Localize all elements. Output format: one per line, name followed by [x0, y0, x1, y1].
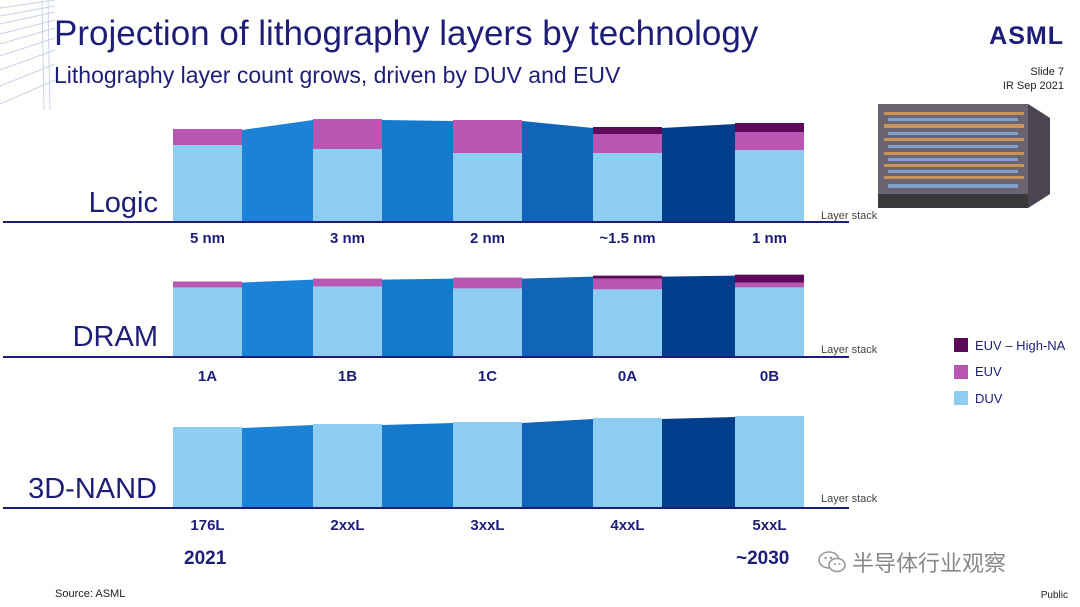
connector-band-dram-3	[522, 276, 593, 356]
connector-band-3d-nand-4	[662, 417, 735, 507]
bar-logic-1-5-nm-euv-high-na	[593, 127, 662, 134]
bar-logic-1-5-nm-euv	[593, 134, 662, 153]
bar-3d-nand-4xxl-duv	[593, 418, 662, 507]
bar-3d-nand-176l-duv	[173, 427, 242, 507]
axis-label-logic: Layer stack	[821, 210, 878, 222]
axis-label-dram: Layer stack	[821, 344, 878, 356]
legend-item-euv-high-na: EUV – High-NA	[954, 332, 1065, 359]
tick-label-dram-1c: 1C	[478, 368, 497, 385]
connector-band-3d-nand-3	[522, 419, 593, 507]
connector-band-dram-4	[662, 275, 735, 356]
bar-3d-nand-2xxl-duv	[313, 424, 382, 507]
legend-swatch-duv	[954, 391, 968, 406]
legend: EUV – High-NA EUV DUV	[954, 332, 1065, 412]
slide-date: IR Sep 2021	[1002, 80, 1064, 92]
bar-dram-0b-euv-high-na	[735, 274, 804, 283]
bar-dram-0a-duv	[593, 289, 662, 356]
bar-logic-5-nm-duv	[173, 145, 242, 221]
bar-dram-1c-duv	[453, 288, 522, 356]
connector-band-3d-nand-1	[242, 425, 313, 507]
watermark: 半导体行业观察	[818, 546, 1006, 578]
bar-logic-1-nm-euv	[735, 132, 804, 150]
tick-label-3d-nand-2xxl: 2xxL	[330, 517, 364, 534]
tick-label-dram-1b: 1B	[338, 368, 357, 385]
legend-item-euv: EUV	[954, 359, 1065, 386]
bar-3d-nand-3xxl-duv	[453, 422, 522, 507]
year-start: 2021	[184, 548, 227, 569]
corner-decoration	[0, 0, 56, 110]
tick-label-logic-1-nm: 1 nm	[752, 230, 787, 247]
tick-label-3d-nand-4xxl: 4xxL	[610, 517, 644, 534]
bar-logic-1-5-nm-duv	[593, 153, 662, 221]
panel-title-dram: DRAM	[73, 321, 158, 353]
tick-label-dram-0b: 0B	[760, 368, 779, 385]
panel-title-logic: Logic	[89, 187, 158, 219]
connector-band-3d-nand-2	[382, 423, 453, 507]
tick-label-dram-1a: 1A	[198, 368, 217, 385]
bar-logic-5-nm-euv	[173, 129, 242, 145]
source-note: Source: ASML	[55, 588, 126, 600]
bar-dram-0a-euv-high-na	[593, 275, 662, 279]
legend-swatch-euv	[954, 364, 968, 379]
axis-label-3d-nand: Layer stack	[821, 493, 878, 505]
tick-label-3d-nand-176l: 176L	[190, 517, 224, 534]
bar-3d-nand-5xxl-duv	[735, 416, 804, 507]
legend-item-duv: DUV	[954, 385, 1065, 412]
slide-number: Slide 7	[1030, 66, 1064, 78]
tick-label-3d-nand-3xxl: 3xxL	[470, 517, 504, 534]
bar-dram-1a-duv	[173, 287, 242, 356]
bar-dram-1c-euv	[453, 277, 522, 289]
connector-band-logic-3	[522, 121, 593, 221]
bar-logic-1-nm-euv-high-na	[735, 123, 804, 132]
watermark-text: 半导体行业观察	[852, 551, 1007, 576]
legend-label: DUV	[975, 390, 1003, 406]
tick-label-logic-2-nm: 2 nm	[470, 230, 505, 247]
bar-dram-1b-euv	[313, 278, 382, 287]
panel-title-3d-nand: 3D-NAND	[28, 473, 157, 505]
bar-dram-1b-duv	[313, 286, 382, 356]
bar-dram-1a-euv	[173, 281, 242, 288]
asml-logo: ASML	[989, 22, 1064, 50]
bar-dram-0a-euv	[593, 278, 662, 290]
wechat-icon	[818, 551, 846, 573]
legend-swatch-euv-high-na	[954, 338, 968, 353]
page-subtitle: Lithography layer count grows, driven by…	[54, 62, 621, 88]
bar-logic-3-nm-duv	[313, 149, 382, 221]
legend-label: EUV – High-NA	[975, 337, 1066, 353]
tick-label-logic-5-nm: 5 nm	[190, 230, 225, 247]
tick-label-logic-3-nm: 3 nm	[330, 230, 365, 247]
bar-dram-0b-duv	[735, 287, 804, 356]
bar-logic-2-nm-euv	[453, 120, 522, 153]
legend-label: EUV	[975, 364, 1002, 380]
classification-label: Public	[1040, 590, 1068, 601]
connector-band-logic-4	[662, 124, 735, 221]
bar-logic-2-nm-duv	[453, 153, 522, 221]
bar-logic-3-nm-euv	[313, 119, 382, 149]
bar-logic-1-nm-duv	[735, 150, 804, 221]
connector-band-logic-1	[242, 120, 313, 221]
connector-band-dram-2	[382, 278, 453, 356]
connector-band-dram-1	[242, 279, 313, 356]
bar-dram-0b-euv	[735, 282, 804, 288]
year-end: ~2030	[736, 548, 790, 569]
page-title: Projection of lithography layers by tech…	[54, 14, 759, 53]
tick-label-dram-0a: 0A	[618, 368, 637, 385]
chip-layers-image	[878, 104, 1050, 208]
tick-label-logic-1-5-nm: ~1.5 nm	[599, 230, 655, 247]
tick-label-3d-nand-5xxl: 5xxL	[752, 517, 786, 534]
connector-band-logic-2	[382, 120, 453, 221]
